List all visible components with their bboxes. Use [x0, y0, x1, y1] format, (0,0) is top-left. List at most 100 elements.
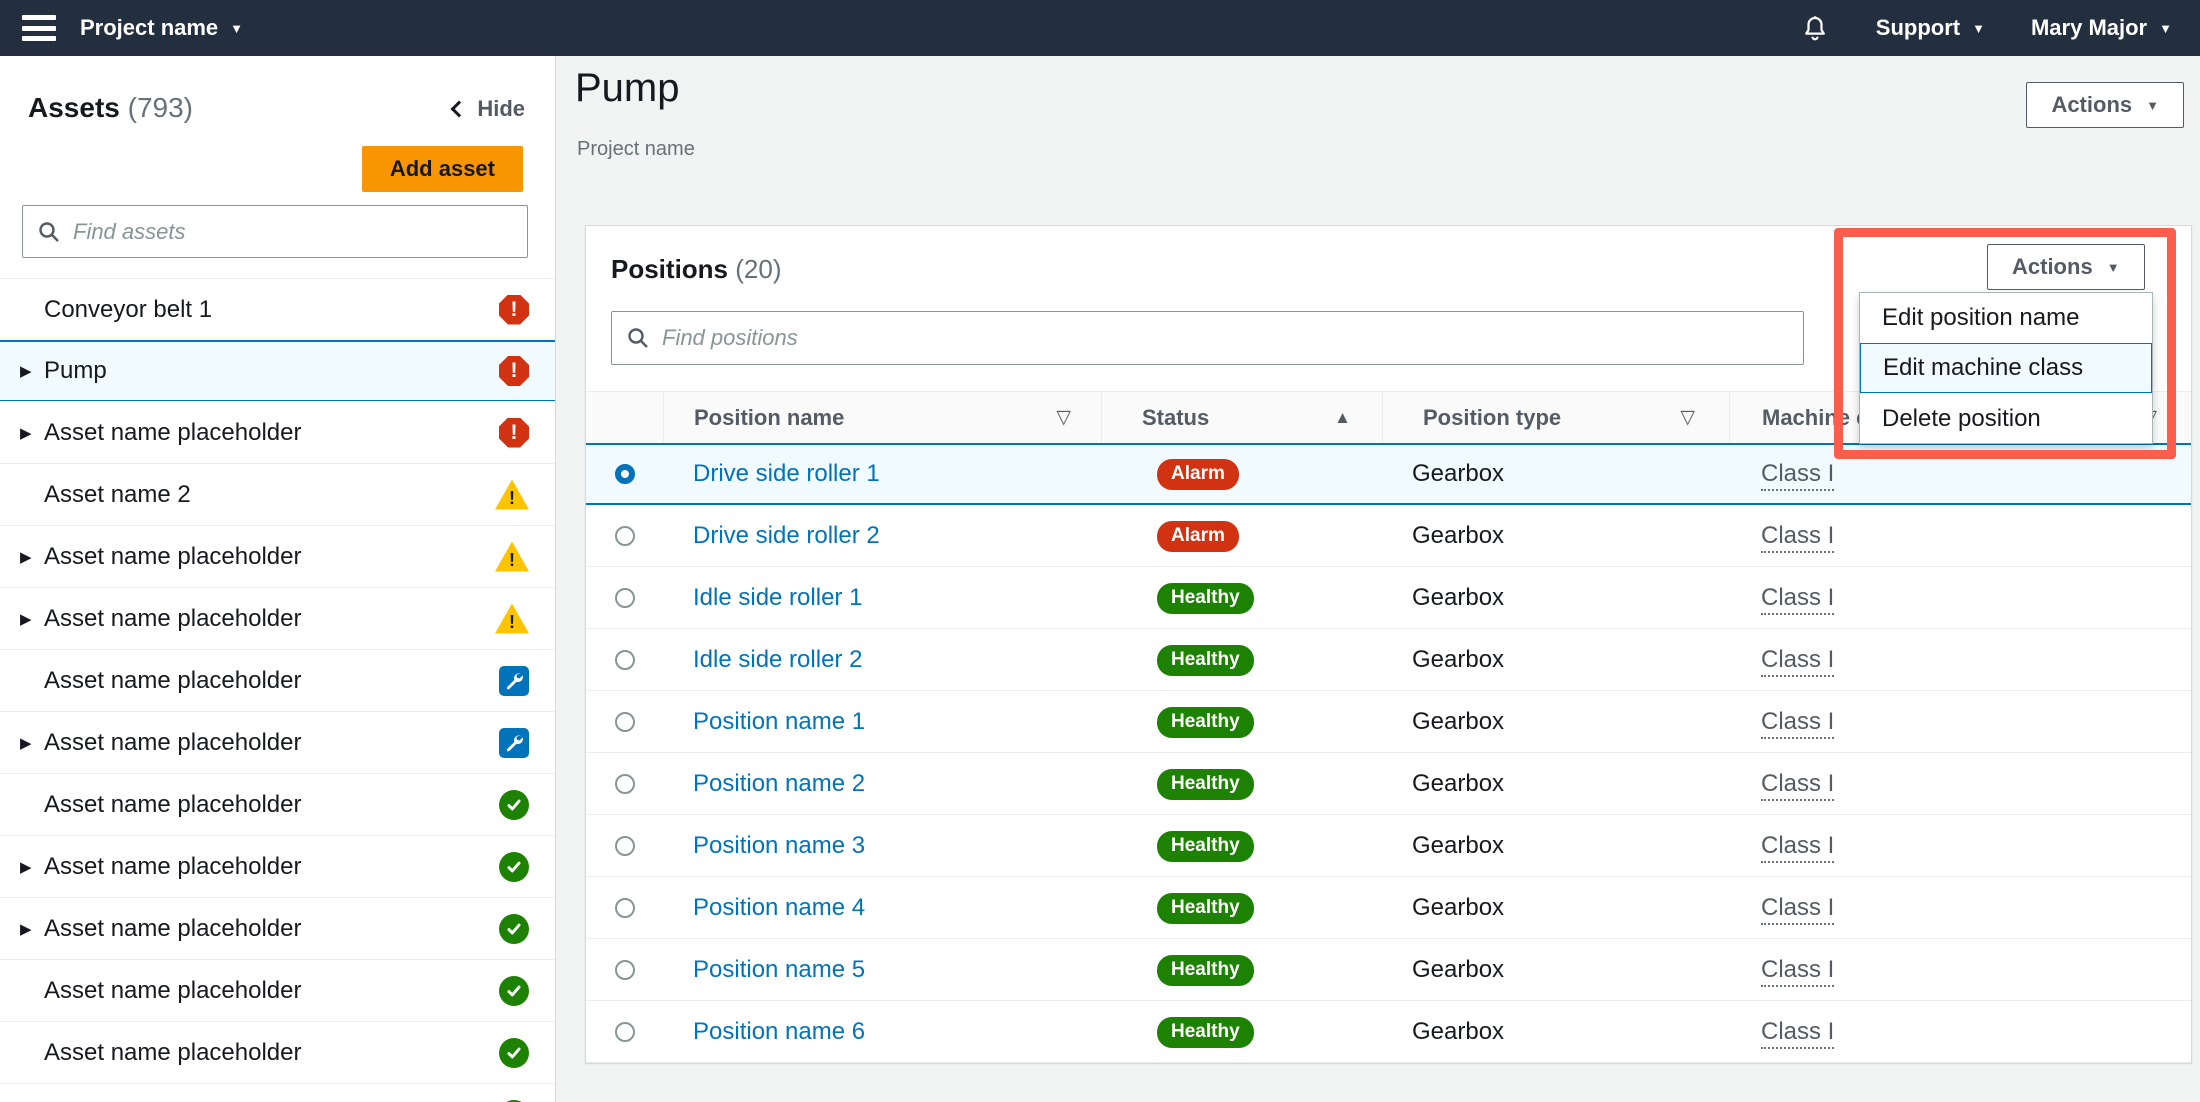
asset-list-item[interactable]: ▶ Asset name placeholder — [0, 711, 555, 773]
table-row-selected[interactable]: Drive side roller 1 Alarm Gearbox Class … — [586, 443, 2191, 505]
position-type-value: Gearbox — [1412, 707, 1505, 735]
position-type-value: Gearbox — [1412, 645, 1505, 673]
table-row[interactable]: Position name 5 Healthy Gearbox Class I — [586, 939, 2191, 1001]
sort-ascending-icon[interactable]: ▲ — [1334, 407, 1351, 427]
expand-arrow-icon[interactable]: ▶ — [20, 363, 32, 380]
machine-class-link[interactable]: Class I — [1761, 583, 1835, 615]
position-type-value: Gearbox — [1412, 893, 1505, 921]
table-row[interactable]: Position name 4 Healthy Gearbox Class I — [586, 877, 2191, 939]
machine-class-link[interactable]: Class I — [1761, 707, 1835, 739]
position-link[interactable]: Position name 1 — [693, 707, 866, 735]
chevron-down-icon: ▼ — [1972, 20, 1985, 36]
table-row[interactable]: Position name 3 Healthy Gearbox Class I — [586, 815, 2191, 877]
machine-class-link[interactable]: Class I — [1761, 769, 1835, 801]
assets-count: (793) — [127, 92, 193, 123]
support-menu[interactable]: Support ▼ — [1876, 15, 1985, 41]
asset-list-item[interactable]: Asset name 2 ! — [0, 463, 555, 525]
warning-status-icon: ! — [495, 541, 529, 572]
machine-class-link[interactable]: Class I — [1761, 645, 1835, 677]
position-link[interactable]: Position name 6 — [693, 1017, 866, 1045]
column-header-status[interactable]: Status ▲ — [1101, 392, 1382, 443]
asset-list-item[interactable]: Conveyor belt 1 ! — [0, 278, 555, 340]
status-badge: Healthy — [1157, 830, 1254, 862]
table-row[interactable]: Position name 1 Healthy Gearbox Class I — [586, 691, 2191, 753]
find-assets-input[interactable] — [73, 218, 513, 245]
asset-list-item[interactable]: Asset name placeholder — [0, 959, 555, 1021]
add-asset-button[interactable]: Add asset — [361, 146, 523, 192]
expand-arrow-icon[interactable]: ▶ — [20, 424, 32, 442]
machine-class-link[interactable]: Class I — [1761, 460, 1835, 491]
radio-unselected[interactable] — [614, 525, 635, 546]
expand-arrow-icon[interactable]: ▶ — [20, 858, 32, 876]
radio-unselected[interactable] — [614, 959, 635, 980]
asset-list-item[interactable]: ▶ Asset name placeholder ! — [0, 401, 555, 463]
project-name-label: Project name — [80, 15, 219, 40]
asset-list-item[interactable]: Asset name placeholder — [0, 649, 555, 711]
expand-arrow-icon[interactable]: ▶ — [20, 548, 32, 566]
asset-list-item[interactable]: Asset name placeholder — [0, 773, 555, 835]
actions-dropdown-menu: Edit position name Edit machine class De… — [1859, 292, 2153, 444]
radio-unselected[interactable] — [614, 649, 635, 670]
radio-unselected[interactable] — [614, 587, 635, 608]
status-badge: Alarm — [1157, 459, 1239, 490]
user-menu[interactable]: Mary Major ▼ — [2031, 15, 2172, 41]
project-name-menu[interactable]: Project name ▼ — [80, 15, 243, 41]
position-link[interactable]: Position name 2 — [693, 769, 866, 797]
menu-item-delete-position[interactable]: Delete position — [1860, 393, 2152, 443]
machine-class-link[interactable]: Class I — [1761, 831, 1835, 863]
asset-list-item[interactable]: Asset name placeholder — [0, 1083, 555, 1102]
column-header-position-name[interactable]: Position name ▽ — [663, 392, 1101, 443]
table-row[interactable]: Position name 2 Healthy Gearbox Class I — [586, 753, 2191, 815]
radio-unselected[interactable] — [614, 835, 635, 856]
healthy-check-icon — [499, 851, 529, 882]
actions-label: Actions — [2051, 92, 2133, 117]
machine-class-link[interactable]: Class I — [1761, 521, 1835, 553]
positions-count: (20) — [735, 254, 782, 284]
expand-arrow-icon[interactable]: ▶ — [20, 610, 32, 628]
asset-list-item[interactable]: ▶ Asset name placeholder ! — [0, 525, 555, 587]
expand-arrow-icon[interactable]: ▶ — [20, 920, 32, 938]
menu-item-edit-machine-class[interactable]: Edit machine class — [1860, 343, 2152, 393]
asset-list-item[interactable]: Asset name placeholder — [0, 1021, 555, 1083]
machine-class-link[interactable]: Class I — [1761, 1017, 1835, 1049]
asset-list-item[interactable]: ▶ Asset name placeholder — [0, 835, 555, 897]
position-link[interactable]: Idle side roller 1 — [693, 583, 863, 611]
asset-list-item[interactable]: ▶ Asset name placeholder ! — [0, 587, 555, 649]
radio-unselected[interactable] — [614, 1021, 635, 1042]
status-badge: Healthy — [1157, 768, 1254, 800]
asset-list-item[interactable]: ▶ Asset name placeholder — [0, 897, 555, 959]
chevron-down-icon: ▼ — [2106, 259, 2120, 275]
machine-class-link[interactable]: Class I — [1761, 955, 1835, 987]
table-row[interactable]: Idle side roller 2 Healthy Gearbox Class… — [586, 629, 2191, 691]
table-row[interactable]: Position name 6 Healthy Gearbox Class I — [586, 1001, 2191, 1063]
search-icon — [626, 326, 650, 350]
find-positions-input[interactable] — [662, 325, 1789, 351]
positions-table-body: Drive side roller 1 Alarm Gearbox Class … — [586, 443, 2191, 1063]
radio-selected[interactable] — [614, 464, 635, 484]
assets-sidebar: Assets (793) Hide Add asset Conveyor bel… — [0, 56, 556, 1102]
filter-icon[interactable]: ▽ — [1680, 407, 1695, 428]
radio-unselected[interactable] — [614, 711, 635, 732]
hide-sidebar-button[interactable]: Hide — [450, 96, 525, 122]
table-row[interactable]: Idle side roller 1 Healthy Gearbox Class… — [586, 567, 2191, 629]
position-link[interactable]: Drive side roller 1 — [693, 460, 880, 487]
position-link[interactable]: Position name 5 — [693, 955, 866, 983]
radio-unselected[interactable] — [614, 773, 635, 794]
position-link[interactable]: Position name 4 — [693, 893, 866, 921]
warning-status-icon: ! — [495, 479, 529, 510]
positions-actions-button[interactable]: Actions ▼ — [1987, 244, 2145, 290]
page-actions-button[interactable]: Actions ▼ — [2026, 82, 2184, 128]
notifications-bell-icon[interactable] — [1800, 13, 1830, 43]
position-link[interactable]: Drive side roller 2 — [693, 521, 880, 549]
position-link[interactable]: Position name 3 — [693, 831, 866, 859]
menu-icon[interactable] — [22, 15, 56, 41]
asset-list-item-selected[interactable]: ▶ Pump ! — [0, 340, 555, 402]
table-row[interactable]: Drive side roller 2 Alarm Gearbox Class … — [586, 505, 2191, 567]
filter-icon[interactable]: ▽ — [1056, 407, 1071, 428]
machine-class-link[interactable]: Class I — [1761, 893, 1835, 925]
menu-item-edit-position-name[interactable]: Edit position name — [1860, 293, 2152, 343]
position-link[interactable]: Idle side roller 2 — [693, 645, 863, 673]
expand-arrow-icon[interactable]: ▶ — [20, 734, 32, 752]
radio-unselected[interactable] — [614, 897, 635, 918]
column-header-position-type[interactable]: Position type ▽ — [1382, 392, 1729, 443]
